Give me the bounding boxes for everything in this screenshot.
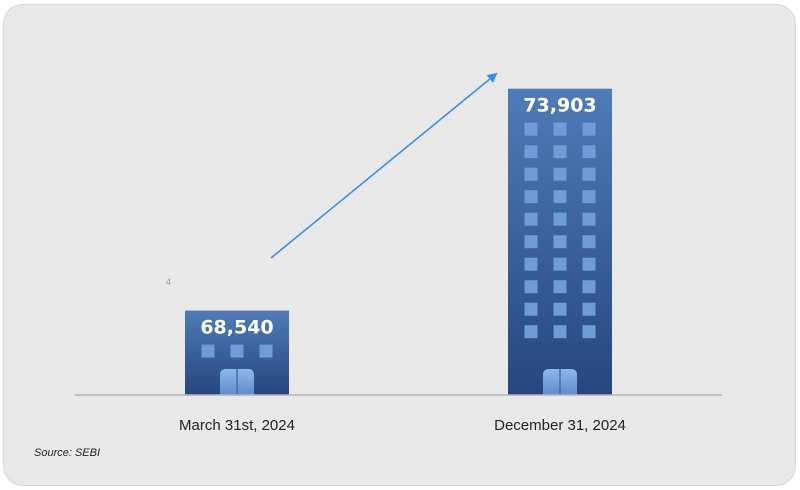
window xyxy=(582,212,596,226)
trend-arrow xyxy=(270,72,498,259)
window xyxy=(524,190,538,204)
window xyxy=(553,145,567,159)
window xyxy=(553,190,567,204)
window xyxy=(553,280,567,294)
window xyxy=(524,257,538,271)
window xyxy=(553,235,567,249)
window xyxy=(524,325,538,339)
window xyxy=(524,145,538,159)
window xyxy=(553,257,567,271)
window xyxy=(201,344,215,358)
category-label: March 31st, 2024 xyxy=(179,417,295,434)
window xyxy=(259,344,273,358)
window xyxy=(524,280,538,294)
stray-mark: 4 xyxy=(166,277,172,287)
window xyxy=(582,257,596,271)
window xyxy=(524,167,538,181)
bar-1 xyxy=(185,310,289,395)
window xyxy=(524,302,538,316)
window xyxy=(582,302,596,316)
window xyxy=(230,344,244,358)
window xyxy=(582,325,596,339)
window xyxy=(582,145,596,159)
window xyxy=(553,325,567,339)
window xyxy=(553,212,567,226)
source-note: Source: SEBI xyxy=(34,447,101,459)
window xyxy=(524,122,538,136)
window xyxy=(582,280,596,294)
category-label: December 31, 2024 xyxy=(494,417,626,434)
window xyxy=(553,167,567,181)
bar-2 xyxy=(508,88,612,396)
window xyxy=(582,167,596,181)
window xyxy=(582,235,596,249)
window xyxy=(582,122,596,136)
window xyxy=(553,122,567,136)
window xyxy=(524,212,538,226)
value-label: 73,903 xyxy=(523,95,596,117)
window xyxy=(582,190,596,204)
window xyxy=(524,235,538,249)
value-label: 68,540 xyxy=(200,317,273,339)
chart-card xyxy=(3,4,796,486)
window xyxy=(553,302,567,316)
